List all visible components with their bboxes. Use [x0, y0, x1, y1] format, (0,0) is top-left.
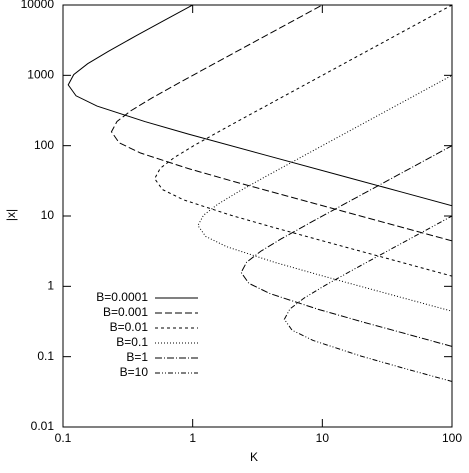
data-line [154, 5, 452, 277]
y-tick-label: 1000 [27, 68, 54, 82]
data-line [197, 74, 452, 312]
y-tick-label: 100 [34, 138, 54, 152]
legend-label: B=0.0001 [96, 290, 148, 304]
y-tick-label: 0.1 [37, 349, 54, 363]
y-tick-label: 10 [41, 208, 55, 222]
legend-label: B=1 [126, 350, 148, 364]
legend-label: B=10 [120, 365, 149, 379]
legend-label: B=0.1 [116, 335, 148, 349]
data-line [67, 5, 452, 207]
plot-area [67, 5, 452, 382]
y-axis-label: |x| [4, 209, 18, 221]
legend-label: B=0.001 [103, 305, 148, 319]
data-line [283, 215, 452, 382]
x-tick-label: 0.1 [55, 431, 72, 445]
y-tick-label: 0.01 [31, 419, 55, 433]
data-line [110, 5, 452, 242]
x-tick-label: 1 [189, 431, 196, 445]
y-tick-label: 10000 [21, 0, 55, 11]
y-tick-label: 1 [47, 279, 54, 293]
plot-frame [62, 4, 453, 428]
x-axis-label: K [250, 450, 258, 464]
x-tick-label: 10 [316, 431, 330, 445]
x-tick-label: 100 [442, 431, 462, 445]
legend-label: B=0.01 [110, 320, 149, 334]
data-line [240, 145, 452, 347]
